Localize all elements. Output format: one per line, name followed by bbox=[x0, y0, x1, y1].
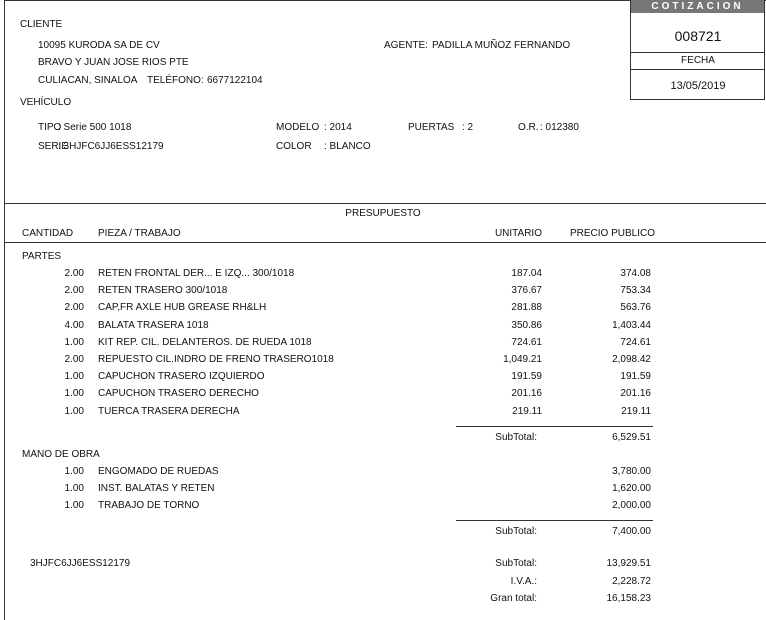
header-divider bbox=[4, 203, 766, 204]
client-name: 10095 KURODA SA DE CV bbox=[38, 40, 160, 51]
column-header: CANTIDAD bbox=[22, 228, 74, 239]
subtotal: 7,400.00 bbox=[612, 526, 651, 538]
vehicle-field-value: : 2014 bbox=[324, 122, 352, 133]
row-desc: TUERCA TRASERA DERECHA bbox=[98, 405, 240, 417]
row-qty: 2.00 bbox=[64, 354, 84, 365]
total-value: 2,228.72 bbox=[612, 575, 651, 587]
vehicle-field-label: MODELO bbox=[276, 122, 320, 133]
vehicle-field-label: SERIE bbox=[38, 141, 69, 152]
quote-box: COTIZACION 008721 FECHA 13/05/2019 bbox=[630, 0, 765, 100]
client-address: BRAVO Y JUAN JOSE RIOS PTE bbox=[38, 57, 189, 68]
subtotal-label: SubTotal: bbox=[495, 526, 537, 538]
vehicle-field-label: PUERTAS bbox=[408, 122, 455, 133]
agent-label: AGENTE: bbox=[384, 40, 428, 51]
row-desc: INST. BALATAS Y RETEN bbox=[98, 483, 215, 494]
vehicle-field-value: : Serie 500 1018 bbox=[58, 122, 132, 133]
row-qty: 1.00 bbox=[64, 336, 84, 348]
row-qty: 1.00 bbox=[64, 371, 84, 383]
quote-number: 008721 bbox=[674, 28, 722, 44]
vehicle-field-label: TIPO bbox=[38, 122, 62, 133]
row-unit: 201.16 bbox=[511, 388, 542, 400]
row-price: 3,780.00 bbox=[612, 465, 651, 477]
row-qty: 1.00 bbox=[64, 405, 84, 417]
row-unit: 191.59 bbox=[511, 371, 542, 383]
column-header: PIEZA / TRABAJO bbox=[98, 228, 181, 239]
row-desc: RETEN FRONTAL DER... E IZQ... 300/1018 bbox=[98, 268, 295, 279]
row-qty: 1.00 bbox=[64, 388, 84, 400]
total-label: Gran total: bbox=[490, 593, 537, 604]
row-desc: CAP,FR AXLE HUB GREASE RH&LH bbox=[98, 302, 267, 314]
row-price: 1,403.44 bbox=[612, 319, 651, 331]
column-header: PRECIO PUBLICO bbox=[570, 228, 656, 239]
row-qty: 2.00 bbox=[64, 268, 84, 279]
row-price: 724.61 bbox=[620, 336, 651, 348]
row-unit: 724.61 bbox=[511, 336, 542, 348]
row-desc: CAPUCHON TRASERO IZQUIERDO bbox=[98, 371, 265, 383]
frame-top bbox=[4, 0, 766, 1]
row-price: 374.08 bbox=[620, 268, 651, 279]
vehicle-serial: 3HJFC6JJ6ESS12179 bbox=[30, 558, 131, 569]
total-value: 13,929.51 bbox=[606, 558, 652, 569]
budget-title: PRESUPUESTO bbox=[345, 208, 421, 219]
quote-title: COTIZACION bbox=[631, 0, 764, 13]
row-price: 1,620.00 bbox=[612, 483, 651, 494]
row-price: 2,000.00 bbox=[612, 500, 651, 512]
row-qty: 2.00 bbox=[64, 285, 84, 297]
section-title: PARTES bbox=[22, 251, 62, 262]
total-value: 16,158.23 bbox=[606, 593, 652, 604]
row-desc: RETEN TRASERO 300/1018 bbox=[98, 285, 228, 297]
row-unit: 187.04 bbox=[511, 268, 542, 279]
vehicle-field-label: COLOR bbox=[276, 141, 312, 152]
row-price: 2,098.42 bbox=[612, 354, 651, 365]
vehicle-field-label: O.R. bbox=[518, 122, 539, 133]
subtotal: 6,529.51 bbox=[612, 431, 651, 443]
row-unit: 281.88 bbox=[511, 302, 542, 314]
columns-divider bbox=[4, 242, 766, 243]
quote-divider bbox=[631, 69, 765, 70]
client-city: CULIACAN, SINALOA bbox=[38, 75, 138, 86]
vehicle-field-value: : BLANCO bbox=[324, 141, 371, 152]
row-price: 219.11 bbox=[621, 405, 651, 417]
row-desc: CAPUCHON TRASERO DERECHO bbox=[98, 388, 259, 400]
row-price: 563.76 bbox=[620, 302, 651, 314]
row-qty: 1.00 bbox=[64, 483, 84, 494]
row-desc: BALATA TRASERA 1018 bbox=[98, 319, 209, 331]
subtotal-label: SubTotal: bbox=[495, 431, 537, 443]
vehicle-label: VEHÍCULO bbox=[20, 97, 72, 108]
row-unit: 219.11 bbox=[512, 405, 542, 417]
subtotal-rule bbox=[456, 425, 653, 427]
phone-label: TELÉFONO: bbox=[147, 75, 204, 86]
row-unit: 1,049.21 bbox=[503, 354, 542, 365]
date-label: FECHA bbox=[681, 55, 715, 66]
vehicle-field-value: : 2 bbox=[462, 122, 474, 133]
row-price: 201.16 bbox=[620, 388, 651, 400]
row-qty: 4.00 bbox=[64, 319, 84, 331]
row-unit: 350.86 bbox=[511, 319, 542, 331]
row-qty: 1.00 bbox=[64, 465, 84, 477]
row-price: 753.34 bbox=[620, 285, 651, 297]
row-price: 191.59 bbox=[620, 371, 651, 383]
row-qty: 2.00 bbox=[64, 302, 84, 314]
agent: PADILLA MUÑOZ FERNANDO bbox=[432, 40, 571, 51]
row-desc: REPUESTO CIL.INDRO DE FRENO TRASERO1018 bbox=[98, 354, 334, 365]
row-desc: ENGOMADO DE RUEDAS bbox=[98, 465, 219, 477]
quote-divider bbox=[631, 52, 765, 53]
section-title: MANO DE OBRA bbox=[22, 448, 100, 460]
vehicle-field-value: : 3HJFC6JJ6ESS12179 bbox=[58, 141, 164, 152]
frame-left bbox=[4, 0, 5, 620]
date: 13/05/2019 bbox=[670, 80, 726, 92]
total-label: I.V.A.: bbox=[510, 575, 537, 587]
column-header: UNITARIO bbox=[494, 228, 542, 239]
row-desc: TRABAJO DE TORNO bbox=[98, 500, 200, 512]
row-desc: KIT REP. CIL. DELANTEROS. DE RUEDA 1018 bbox=[98, 336, 312, 348]
subtotal-rule bbox=[456, 520, 653, 522]
row-unit: 376.67 bbox=[511, 285, 542, 297]
phone: 6677122104 bbox=[207, 75, 263, 86]
vehicle-field-value: : 012380 bbox=[540, 122, 579, 133]
row-qty: 1.00 bbox=[64, 500, 84, 512]
client-label: CLIENTE bbox=[20, 19, 63, 30]
total-label: SubTotal: bbox=[495, 558, 537, 569]
